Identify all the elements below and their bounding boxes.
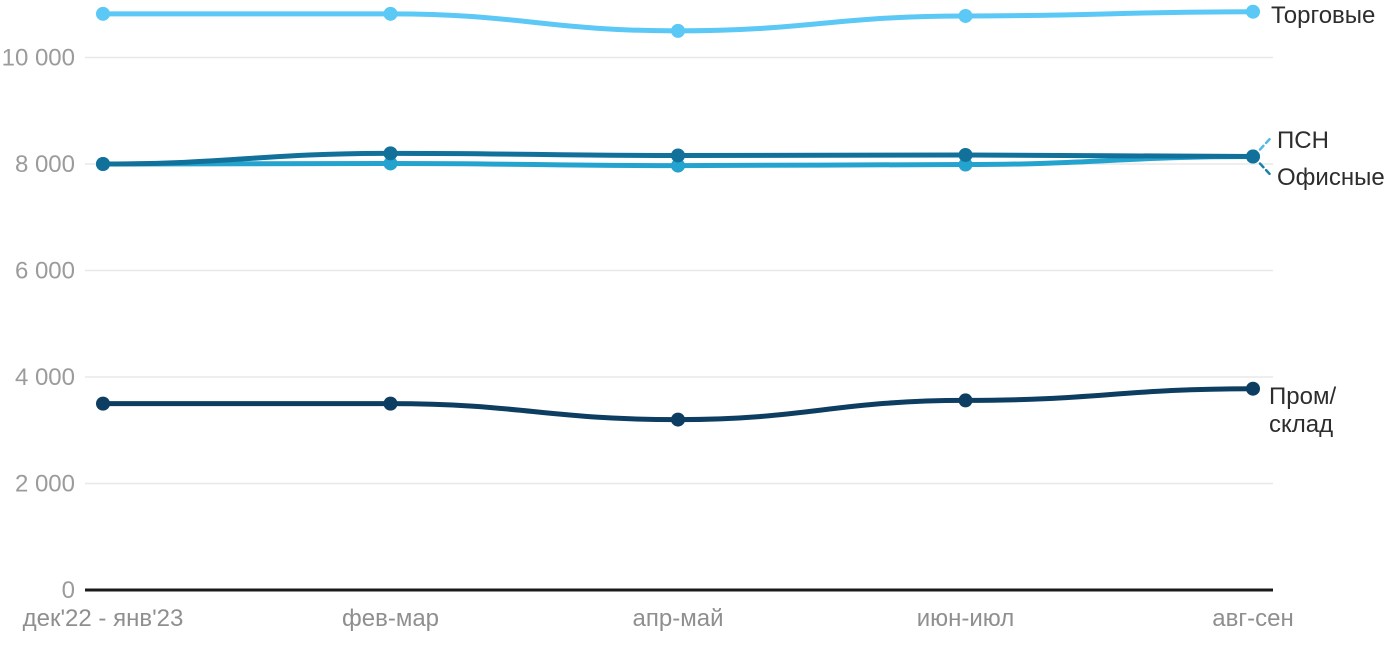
chart-point-Офисные[interactable]: [383, 156, 398, 171]
y-tick-label: 6 000: [15, 258, 75, 285]
chart-point-ПСН[interactable]: [96, 157, 110, 171]
series-label-text: склад: [1269, 411, 1334, 438]
chart-point-Офисные[interactable]: [671, 158, 685, 173]
series-label-text: Торговые: [1271, 2, 1376, 29]
series-label-psn: ПСН: [1277, 127, 1329, 155]
series-label-torgovye: Торговые: [1271, 2, 1375, 30]
series-label-text: ПСН: [1277, 127, 1329, 154]
x-tick-label: авг-сен: [1212, 605, 1293, 632]
y-tick-label: 2 000: [15, 471, 75, 498]
x-tick-label: апр-май: [633, 605, 724, 632]
chart-point-Офисные[interactable]: [958, 157, 973, 172]
chart-point-Торговые[interactable]: [96, 6, 110, 21]
series-label-text: Пром/: [1269, 383, 1337, 410]
leader-line-psn: [1258, 135, 1274, 151]
chart-point-Пром/склад[interactable]: [671, 412, 685, 427]
chart-point-Торговые[interactable]: [671, 23, 685, 38]
chart-point-ПСН[interactable]: [1246, 149, 1260, 164]
y-tick-label: 0: [62, 577, 75, 604]
chart-point-Пром/склад[interactable]: [383, 396, 398, 411]
chart-point-Торговые[interactable]: [1246, 4, 1260, 19]
series-label-prom-sklad: Пром/ склад: [1269, 383, 1336, 439]
y-tick-label: 4 000: [15, 364, 75, 391]
chart-point-ПСН[interactable]: [383, 146, 398, 161]
chart-point-Пром/склад[interactable]: [1246, 381, 1260, 396]
chart-point-Торговые[interactable]: [958, 8, 973, 23]
chart-point-Торговые[interactable]: [383, 6, 398, 21]
chart-point-Пром/склад[interactable]: [96, 396, 110, 411]
y-tick-label: 8 000: [15, 151, 75, 178]
chart-point-ПСН[interactable]: [958, 147, 973, 162]
x-tick-label: июн-июл: [917, 605, 1015, 632]
chart-point-ПСН[interactable]: [671, 148, 685, 163]
x-tick-label: фев-мар: [342, 605, 439, 632]
chart-point-Пром/склад[interactable]: [958, 393, 973, 408]
series-label-ofisnye: Офисные: [1277, 164, 1385, 192]
y-tick-label: 10 000: [2, 45, 75, 72]
series-label-text: Офисные: [1277, 164, 1385, 191]
leader-line-ofisnye: [1258, 162, 1274, 178]
x-tick-label: дек'22 - янв'23: [23, 605, 184, 632]
